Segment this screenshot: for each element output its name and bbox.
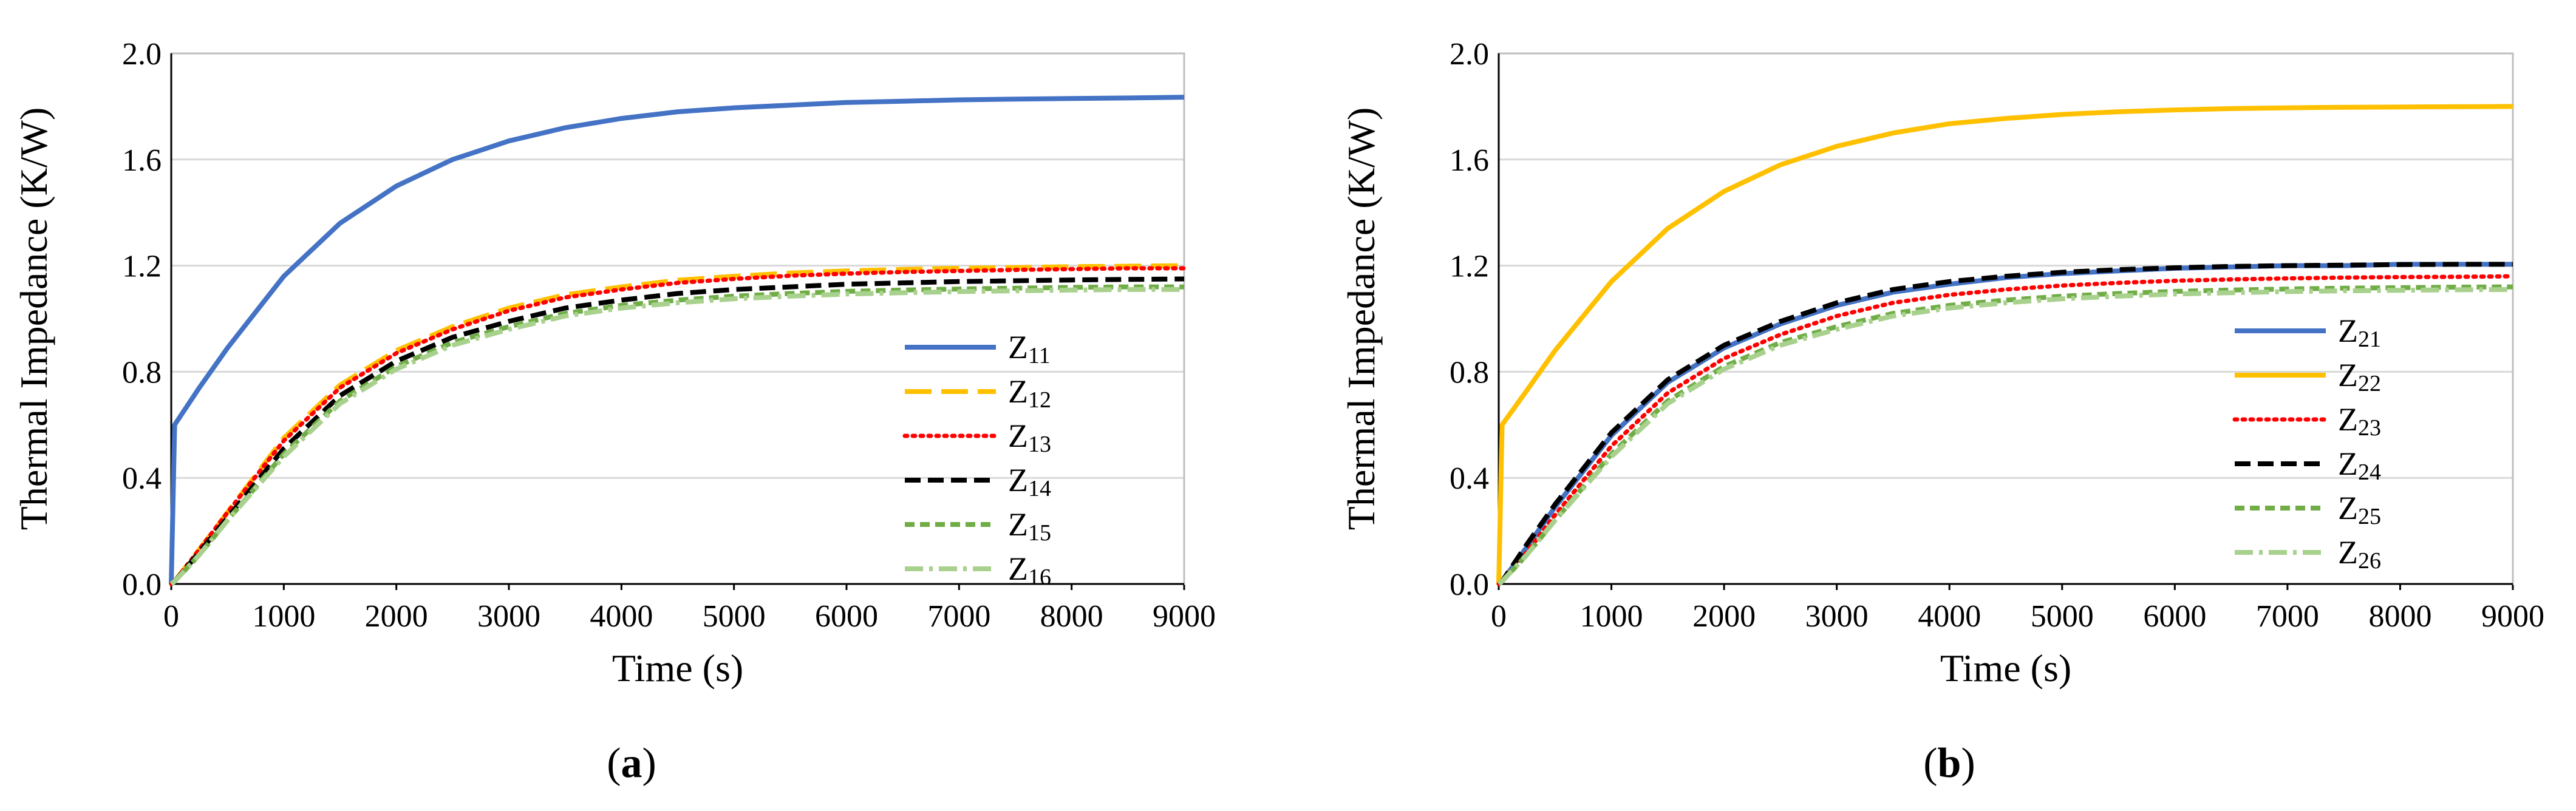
legend-label: Z15: [1008, 506, 1051, 546]
panel-label: (b): [1923, 740, 1975, 787]
x-tick-label: 2000: [1692, 599, 1756, 634]
series-line-z23: [1496, 274, 2515, 586]
y-axis-title: Thermal Impedance (K/W): [1340, 107, 1383, 531]
x-tick-label: 6000: [815, 599, 878, 634]
chart-panel-a: 0.0 0.4 0.8 1.2 1.6 2.0 0 1000 2000 3000 4000 5000 6…: [12, 37, 1216, 787]
y-tick-label: 0.4: [1450, 461, 1489, 496]
legend-label: Z25: [2338, 490, 2381, 529]
y-tick-label: 2.0: [1450, 37, 1489, 72]
legend-label: Z24: [2338, 446, 2381, 485]
y-tick-label: 1.6: [1450, 143, 1489, 178]
x-tick-label: 6000: [2143, 599, 2206, 634]
x-tick-label: 7000: [2256, 599, 2319, 634]
legend-label: Z21: [2338, 313, 2381, 352]
x-tick-label: 1000: [1580, 599, 1643, 634]
series-line-z26: [1497, 287, 2513, 586]
x-tick-label: 0: [163, 599, 179, 634]
legend-label: Z12: [1008, 373, 1051, 413]
legend-label: Z14: [1008, 462, 1051, 501]
series-line-z13: [169, 266, 1187, 586]
y-tick-label: 0.8: [122, 355, 162, 390]
y-tick-label: 1.2: [122, 249, 162, 284]
x-tick-label: 3000: [1805, 599, 1869, 634]
panel-label: (a): [607, 740, 656, 787]
legend-label: Z23: [2338, 401, 2381, 441]
plot-area-frame: [170, 52, 1185, 585]
legend-label: Z13: [1008, 418, 1051, 457]
y-tick-label: 0.8: [1450, 355, 1489, 390]
x-tick-label: 2000: [365, 599, 428, 634]
x-tick-label: 1000: [252, 599, 315, 634]
y-tick-label: 0.0: [122, 568, 162, 602]
y-tick-label: 1.6: [122, 143, 162, 178]
x-tick-label: 8000: [1040, 599, 1103, 634]
series-line-z22: [1496, 104, 2513, 585]
x-tick-label: 0: [1491, 599, 1507, 634]
y-tick-label: 2.0: [122, 37, 162, 72]
y-tick-label: 0.4: [122, 461, 162, 496]
x-tick-label: 8000: [2368, 599, 2431, 634]
x-tick-label: 5000: [2031, 599, 2094, 634]
y-axis-title: Thermal Impedance (K/W): [12, 107, 55, 531]
y-tick-label: 1.2: [1450, 249, 1489, 284]
series-line-z14: [169, 276, 1185, 586]
legend-label: Z16: [1008, 551, 1051, 590]
legend-label: Z22: [2338, 357, 2381, 396]
x-tick-label: 4000: [590, 599, 653, 634]
x-tick-label: 4000: [1918, 599, 1981, 634]
x-tick-label: 3000: [477, 599, 540, 634]
series-line-z16: [169, 287, 1184, 586]
x-tick-label: 9000: [2481, 599, 2544, 634]
series-line-z11: [169, 95, 1185, 585]
chart-panel-b: 0.0 0.4 0.8 1.2 1.6 2.0 0 1000 2000 3000 4000 5000 6…: [1340, 37, 2544, 787]
y-tick-label: 0.0: [1450, 568, 1489, 602]
legend-label: Z26: [2338, 534, 2381, 574]
series-line-z24: [1497, 262, 2513, 586]
x-tick-label: 5000: [703, 599, 766, 634]
x-tick-label: 9000: [1153, 599, 1216, 634]
x-axis-title: Time (s): [612, 646, 743, 690]
legend-label: Z11: [1008, 329, 1051, 368]
x-tick-label: 7000: [927, 599, 990, 634]
x-axis-title: Time (s): [1940, 646, 2071, 690]
